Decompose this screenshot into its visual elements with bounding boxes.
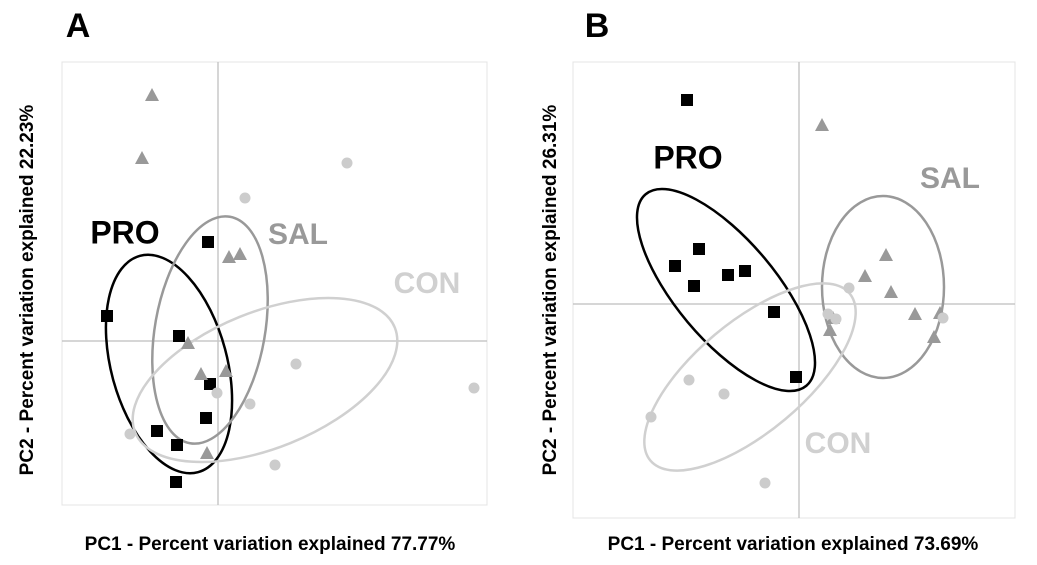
point	[151, 425, 163, 437]
point	[202, 236, 214, 248]
confidence-ellipse	[635, 187, 817, 393]
point	[927, 330, 941, 343]
point	[269, 459, 281, 471]
point	[683, 374, 695, 386]
point	[688, 280, 700, 292]
point	[101, 310, 113, 322]
point	[739, 265, 751, 277]
group-label: SAL	[268, 218, 328, 251]
point	[830, 313, 842, 325]
point	[908, 307, 922, 320]
point	[822, 308, 834, 320]
point	[211, 387, 223, 399]
point	[790, 371, 802, 383]
point	[693, 243, 705, 255]
point	[173, 330, 185, 342]
point	[200, 412, 212, 424]
x-axis-title: PC1 - Percent variation explained 77.77%	[85, 534, 456, 555]
point	[222, 250, 236, 263]
point	[718, 388, 730, 400]
point	[759, 477, 771, 489]
point	[244, 398, 256, 410]
point	[858, 269, 872, 282]
point	[879, 248, 893, 261]
point	[722, 269, 734, 281]
point	[290, 358, 302, 370]
point	[233, 247, 247, 260]
panel-letter: A	[66, 7, 91, 45]
group-label: PRO	[90, 214, 159, 250]
point	[170, 476, 182, 488]
group-label: CON	[805, 427, 872, 460]
confidence-ellipse	[104, 253, 234, 475]
group-label: CON	[394, 267, 461, 300]
point	[823, 323, 837, 336]
panel-letter: B	[585, 7, 610, 45]
y-axis-title: PC2 - Percent variation explained 26.31%	[540, 105, 561, 476]
plot-frame	[61, 61, 488, 506]
confidence-ellipse	[131, 296, 399, 464]
point	[681, 94, 693, 106]
plot-frame	[572, 61, 1016, 519]
point	[341, 157, 353, 169]
point	[645, 411, 657, 423]
point	[171, 439, 183, 451]
point	[181, 336, 195, 349]
point	[937, 312, 949, 324]
point	[815, 118, 829, 131]
point	[200, 446, 214, 459]
point	[884, 285, 898, 298]
point	[219, 364, 233, 377]
point	[124, 428, 136, 440]
point	[145, 88, 159, 101]
point	[669, 260, 681, 272]
point	[768, 306, 780, 318]
group-label: SAL	[920, 162, 980, 195]
point	[843, 282, 855, 294]
confidence-ellipse	[820, 194, 946, 380]
point	[194, 367, 208, 380]
group-label: PRO	[653, 139, 722, 175]
point	[204, 378, 216, 390]
x-axis-title: PC1 - Percent variation explained 73.69%	[608, 534, 979, 555]
point	[468, 382, 480, 394]
point	[239, 192, 251, 204]
point	[135, 151, 149, 164]
confidence-ellipse	[151, 215, 269, 445]
y-axis-title: PC2 - Percent variation explained 22.23%	[17, 105, 38, 476]
